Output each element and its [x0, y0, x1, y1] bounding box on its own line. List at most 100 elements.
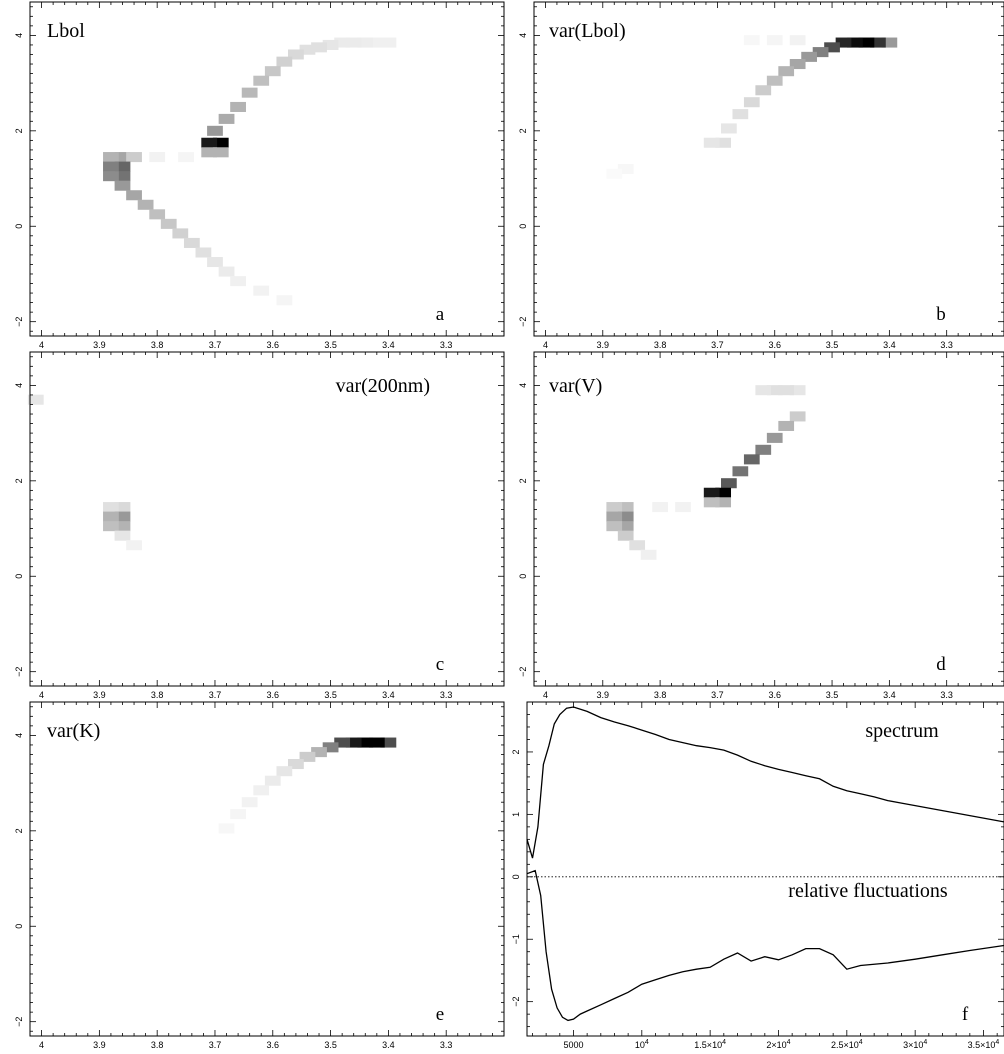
heatmap-cell	[253, 75, 270, 86]
x-tick-label: 3.8	[654, 340, 667, 350]
panel-title: var(200nm)	[336, 375, 430, 397]
x-tick-label: 3.5×104	[968, 1039, 1000, 1050]
panel-c: 4 3.9 3.8 3.7 3.6 3.5 3.4 3.3 −2 0 2 4 var(200nm) c	[14, 351, 505, 700]
x-tick-label: 3.9	[597, 340, 610, 350]
x-tick-label: 3.8	[151, 340, 164, 350]
panel-title: var(K)	[47, 720, 100, 742]
heatmap-cell	[606, 502, 623, 513]
heatmap-cell	[789, 411, 806, 422]
x-tick-label: 4	[543, 340, 548, 350]
heatmap-cell	[732, 466, 749, 477]
x-tick-label: 3.4	[382, 690, 395, 700]
heatmap-cell	[114, 521, 131, 532]
heatmap-cell	[264, 775, 281, 786]
heatmap-cell	[617, 502, 634, 513]
panel-letter: b	[936, 304, 946, 325]
fluctuations-annotation: relative fluctuations	[788, 880, 948, 902]
spectrum-line	[526, 706, 1004, 859]
x-tick-label: 4	[39, 340, 44, 350]
heatmap-cell	[606, 521, 623, 532]
heatmap-cell	[606, 511, 623, 522]
heatmap-cell	[311, 42, 327, 53]
heatmap-cell	[160, 218, 177, 229]
heatmap-cell	[299, 751, 316, 762]
panel-title: var(Lbol)	[549, 20, 626, 42]
heatmap-cell	[357, 737, 374, 748]
heatmap-cell	[207, 125, 223, 136]
x-tick-label: 3.4	[382, 340, 395, 350]
x-tick-label: 3.4	[382, 1040, 395, 1050]
heatmap-cell	[230, 276, 246, 287]
heatmap-cell	[172, 228, 189, 239]
heatmap-cell	[241, 797, 258, 808]
heatmap-cell	[766, 385, 783, 396]
x-tick-label: 3.5	[324, 1040, 337, 1050]
x-tick-label: 3.3	[440, 690, 453, 700]
x-tick-label: 3.6	[768, 690, 781, 700]
x-tick-label: 3.6	[267, 340, 280, 350]
x-tick-label: 3.9	[93, 690, 106, 700]
x-tick-label: 3.5	[324, 690, 337, 700]
x-tick-label: 4	[39, 1040, 44, 1050]
panel-d: 4 3.9 3.8 3.7 3.6 3.5 3.4 3.3 −2 0 2 4 var(V) d	[518, 351, 1004, 700]
heatmap-cell	[703, 497, 720, 508]
heatmap-cell	[715, 487, 732, 498]
heatmap-cell	[617, 511, 634, 522]
x-tick-label: 3.7	[209, 340, 222, 350]
fluctuation-line	[526, 869, 1004, 1022]
heatmap-cell	[721, 123, 737, 134]
heatmap-cell	[137, 199, 154, 210]
heatmap-cell	[126, 152, 142, 163]
spectrum-annotation: spectrum	[865, 720, 939, 742]
heatmap-cell	[126, 540, 142, 551]
panel-e: 4 3.9 3.8 3.7 3.6 3.5 3.4 3.3 −2 0 2 4 var(K) e	[14, 701, 505, 1050]
x-tick-label: 3.8	[151, 1040, 164, 1050]
heatmap-cell	[824, 42, 840, 53]
x-tick-label: 2.5×104	[831, 1039, 863, 1050]
heatmap-cell	[299, 44, 316, 55]
heatmap-cell	[114, 161, 131, 172]
heatmap-cell	[334, 737, 351, 748]
heatmap-cell	[812, 47, 829, 58]
panel-letter: c	[436, 654, 444, 675]
panel-a: 4 3.9 3.8 3.7 3.6 3.5 3.4 3.3 −2 0 2 4 Lbol a	[14, 1, 505, 350]
heatmap-cell	[230, 809, 246, 820]
x-tick-label: 3.5	[826, 690, 839, 700]
x-tick-label: 3.5	[826, 340, 839, 350]
y-tick-label: 4	[14, 33, 24, 38]
heatmap-cell	[789, 385, 806, 396]
heatmap-cell	[201, 137, 218, 148]
heatmap-cell	[178, 152, 194, 163]
heatmap-cell	[218, 266, 235, 277]
x-tick-label: 3.7	[711, 690, 724, 700]
heatmap-cell	[743, 35, 760, 46]
y-tick-label: −2	[518, 667, 528, 677]
heatmap-cell	[288, 49, 304, 60]
y-tick-label: 2	[518, 128, 528, 133]
heatmap-cell	[801, 51, 817, 62]
heatmap-cell	[368, 737, 385, 748]
x-tick-label: 3.3	[940, 340, 953, 350]
panel-frame	[533, 351, 1004, 687]
heatmap-cell	[881, 37, 898, 48]
heatmap-cell	[345, 737, 362, 748]
heatmap-cell	[241, 87, 258, 98]
heatmap-cell	[380, 737, 397, 748]
heatmap-cell	[617, 521, 634, 532]
heatmap-cell	[253, 785, 270, 796]
heatmap-cell	[322, 39, 339, 50]
heatmap-cell	[629, 540, 646, 551]
panel-letter: e	[436, 1004, 444, 1025]
y-tick-label: −2	[14, 667, 24, 677]
heatmap-cell	[218, 113, 235, 124]
y-tick-label: 0	[14, 574, 24, 579]
y-tick-label: 1	[511, 812, 521, 817]
heatmap-cell	[212, 147, 229, 158]
x-tick-label: 3.5	[324, 340, 337, 350]
heatmap-cell	[755, 85, 772, 96]
x-tick-label: 3.7	[711, 340, 724, 350]
panel-title: var(V)	[549, 375, 602, 397]
x-tick-label: 3.7	[209, 690, 222, 700]
heatmap-cell	[103, 171, 119, 182]
